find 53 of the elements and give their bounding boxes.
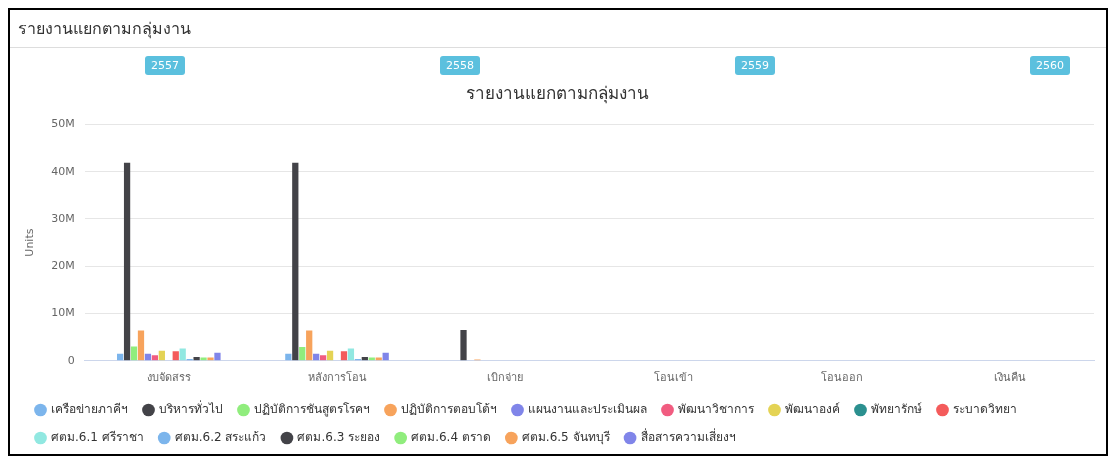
legend-label: บริหารทั่วไป [159, 400, 223, 417]
text: รายงานแยกตามกลุ่มงาน [10, 10, 1106, 48]
bar [460, 330, 467, 361]
legend-label: ศตม.6.5 จันทบุรี [521, 430, 611, 446]
legend-label: พัฒนาองค์ [785, 402, 840, 417]
bar [340, 351, 348, 361]
legend-label: พัทยารักษ์ [871, 402, 922, 417]
bar [207, 357, 214, 361]
legend-label: ศตม.6.2 สระแก้ว [174, 430, 267, 445]
bar [151, 355, 159, 361]
y-tick-label: 50M [51, 117, 75, 131]
legend-label: เครือข่ายภาคีฯ [51, 402, 128, 417]
bar [375, 357, 382, 361]
x-tick-label: งบจัดสรร [146, 371, 191, 385]
text: 2557 [145, 56, 185, 75]
legend-label: แผนงานและประเมินผล [528, 402, 647, 417]
x-tick-label: เงินคืน [993, 371, 1026, 385]
y-tick-label: 40M [51, 164, 75, 178]
bar [292, 162, 299, 361]
bar [137, 330, 145, 361]
bar [158, 350, 165, 361]
bar [130, 346, 138, 361]
x-tick-label: โอนเข้า [653, 370, 693, 385]
x-tick-label: หลังการโอน [307, 370, 367, 385]
x-tick-label: โอนออก [820, 370, 863, 385]
legend-label: ปฏิบัติการตอบโต้ฯ [401, 402, 497, 417]
bar [172, 351, 179, 361]
chart-title: รายงานแยกตามกลุ่มงาน [465, 82, 649, 104]
legend-label: ระบาดวิทยา [953, 402, 1017, 417]
bar [326, 350, 334, 361]
bar [319, 355, 327, 361]
bar [200, 357, 207, 361]
bar [299, 347, 306, 361]
legend-label: ศตม.6.1 ศรีราชา [51, 430, 144, 445]
bar [306, 330, 313, 361]
x-tick-label: เบิกจ่าย [487, 371, 524, 385]
legend-label: สื่อสารความเสี่ยงฯ [640, 428, 736, 445]
text: 2560 [1030, 56, 1070, 75]
bar [123, 162, 131, 361]
y-tick-label: 10M [51, 306, 75, 320]
y-tick-label: 0 [67, 353, 75, 367]
text: 2558 [440, 56, 480, 75]
legend-label: ปฏิบัติการชันสูตรโรคฯ [254, 402, 370, 418]
legend-label: พัฒนาวิชาการ [678, 402, 755, 417]
bar [368, 357, 375, 361]
bar [193, 357, 200, 361]
y-tick-label: 30M [51, 211, 75, 225]
y-tick-label: 20M [51, 259, 75, 273]
legend-label: ศตม.6.4 ตราด [411, 430, 491, 445]
bar [214, 352, 221, 361]
legend-label: ศตม.6.3 ระยอง [297, 430, 381, 445]
y-axis-title: Units [23, 228, 37, 257]
text: 2559 [735, 56, 775, 75]
